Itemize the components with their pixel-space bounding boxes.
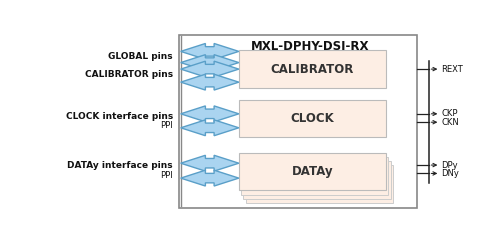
Bar <box>239 51 386 88</box>
Text: MXL-DPHY-DSI-RX: MXL-DPHY-DSI-RX <box>250 40 369 53</box>
Bar <box>239 100 386 137</box>
Text: DATAy: DATAy <box>292 165 333 178</box>
Text: CALIBRATOR pins: CALIBRATOR pins <box>85 70 173 79</box>
Polygon shape <box>180 170 239 186</box>
Bar <box>179 35 417 208</box>
Polygon shape <box>180 55 239 70</box>
Bar <box>241 157 388 195</box>
Polygon shape <box>180 74 239 90</box>
Polygon shape <box>180 61 239 77</box>
Text: CLOCK interface pins: CLOCK interface pins <box>66 112 173 121</box>
Text: DATAy interface pins: DATAy interface pins <box>68 161 173 171</box>
Polygon shape <box>180 120 239 136</box>
Text: DNy: DNy <box>442 169 460 178</box>
Text: PPI: PPI <box>160 121 173 130</box>
Polygon shape <box>180 44 239 59</box>
Bar <box>246 166 394 203</box>
Text: PPI: PPI <box>160 171 173 180</box>
Text: REXT: REXT <box>442 65 463 74</box>
Text: CKP: CKP <box>442 109 458 118</box>
Text: CKN: CKN <box>442 118 459 127</box>
Text: CLOCK: CLOCK <box>290 112 335 125</box>
Polygon shape <box>180 106 239 122</box>
Text: CALIBRATOR: CALIBRATOR <box>271 63 354 76</box>
Bar <box>239 153 386 190</box>
Bar <box>244 161 390 199</box>
Text: GLOBAL pins: GLOBAL pins <box>108 52 173 60</box>
Polygon shape <box>180 155 239 171</box>
Text: DPy: DPy <box>442 161 458 170</box>
